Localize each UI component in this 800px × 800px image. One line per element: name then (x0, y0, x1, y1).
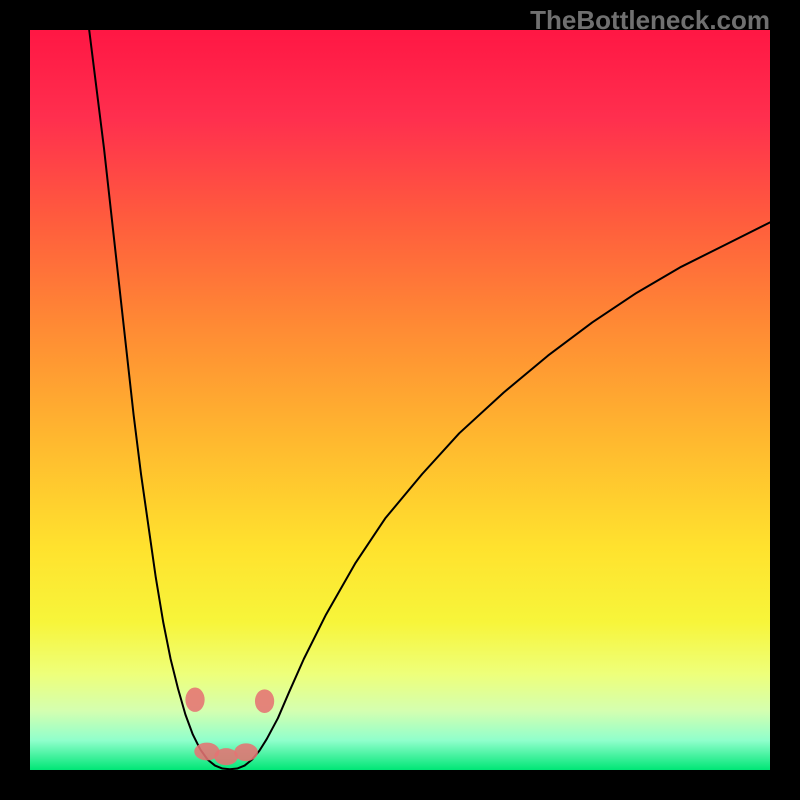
watermark-text: TheBottleneck.com (530, 5, 770, 36)
curve-marker (214, 748, 238, 765)
curve-marker (255, 689, 274, 713)
chart-svg (30, 30, 770, 770)
curve-marker (234, 743, 258, 761)
chart-background (30, 30, 770, 770)
chart-plot-area (30, 30, 770, 770)
curve-marker (185, 687, 204, 711)
